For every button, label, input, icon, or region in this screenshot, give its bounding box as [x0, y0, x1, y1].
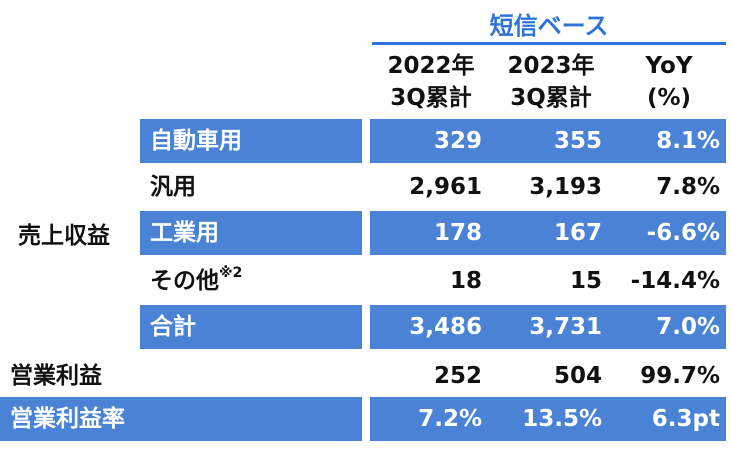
row-total-yoy: 7.0% [656, 314, 720, 340]
row-automotive-label-cell [140, 119, 362, 163]
row-automotive-value-bar [370, 119, 726, 163]
operating-margin-yoy: 6.3pt [651, 406, 720, 432]
operating-margin-2023: 13.5% [522, 406, 602, 432]
operating-profit-2022: 252 [433, 363, 482, 389]
row-other-label: その他 [150, 268, 219, 294]
row-general-2023: 3,193 [529, 174, 602, 200]
col-2023-header: 2023年 3Q累計 [492, 50, 610, 114]
row-automotive-2022: 329 [433, 128, 482, 154]
row-general-2022: 2,961 [409, 174, 482, 200]
row-automotive-yoy: 8.1% [656, 128, 720, 154]
row-automotive-label: 自動車用 [150, 128, 242, 154]
col-yoy-header: YoY (%) [612, 50, 726, 114]
row-other-yoy: -14.4% [630, 268, 720, 294]
row-industrial-label-cell [140, 211, 362, 255]
col-2022-header-line2: 3Q累計 [390, 85, 472, 111]
row-other-2023: 15 [569, 268, 602, 294]
row-industrial-2023: 167 [553, 220, 602, 246]
row-industrial-2022: 178 [433, 220, 482, 246]
row-other-footnote-mark: ※2 [219, 265, 243, 281]
section-label-revenue: 売上収益 [18, 223, 110, 249]
group-title-underline [372, 42, 726, 45]
col-2022-header-line1: 2022年 [387, 53, 475, 79]
row-other-2022: 18 [449, 268, 482, 294]
operating-margin-2022: 7.2% [418, 406, 482, 432]
col-yoy-header-line2: (%) [646, 85, 692, 111]
row-general-yoy: 7.8% [656, 174, 720, 200]
operating-profit-2023: 504 [553, 363, 602, 389]
row-industrial-label: 工業用 [150, 220, 219, 246]
col-yoy-header-line1: YoY [645, 53, 693, 79]
row-total-2023: 3,731 [529, 314, 602, 340]
row-total-label-cell [140, 305, 362, 349]
col-2023-header-line1: 2023年 [507, 53, 595, 79]
row-general-label: 汎用 [150, 174, 196, 200]
row-industrial-yoy: -6.6% [646, 220, 720, 246]
row-total-2022: 3,486 [409, 314, 482, 340]
col-2023-header-line2: 3Q累計 [510, 85, 592, 111]
col-2022-header: 2022年 3Q累計 [372, 50, 490, 114]
row-total-label: 合計 [150, 314, 196, 340]
operating-profit-label: 営業利益 [10, 363, 102, 389]
row-industrial-value-bar [370, 211, 726, 255]
row-total-value-bar [370, 305, 726, 349]
operating-profit-yoy: 99.7% [640, 363, 720, 389]
operating-margin-label: 営業利益率 [10, 406, 125, 432]
group-title: 短信ベース [489, 12, 609, 40]
row-automotive-2023: 355 [553, 128, 602, 154]
operating-margin-label-cell [0, 397, 362, 441]
row-other-label-wrap: その他※2 [140, 266, 362, 294]
operating-margin-value-bar [370, 397, 726, 441]
